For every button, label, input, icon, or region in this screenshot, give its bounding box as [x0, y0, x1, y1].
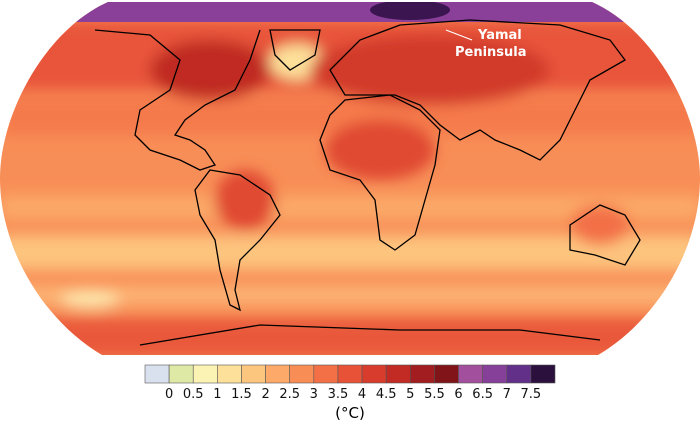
legend-unit: (°C) — [335, 404, 365, 422]
legend-swatch — [337, 364, 363, 384]
legend-tick-label: 0 — [165, 387, 173, 402]
legend-swatch — [192, 364, 218, 384]
coastlines — [94, 19, 641, 346]
legend-tick-label: 6.5 — [472, 387, 493, 402]
legend-tick-label: 1.5 — [231, 387, 252, 402]
legend-swatch — [434, 364, 459, 384]
legend-tick-label: 1 — [213, 387, 221, 402]
legend-tick-label: 2 — [261, 387, 269, 402]
legend-swatch — [458, 364, 483, 384]
legend-tick-label: 7.5 — [521, 387, 542, 402]
legend-swatch — [313, 364, 339, 384]
legend-tick-label: 3.5 — [328, 387, 349, 402]
legend-tick-label: 0.5 — [183, 387, 204, 402]
legend-tick-label: 7 — [503, 387, 511, 402]
legend-tick-label: 2.5 — [279, 387, 300, 402]
legend-swatch — [144, 364, 170, 384]
legend-swatch — [289, 364, 315, 384]
legend-swatch — [506, 364, 532, 384]
legend-swatch — [217, 364, 242, 384]
legend-tick-label: 3 — [310, 387, 318, 402]
legend-swatch — [409, 364, 435, 384]
legend-tick-label: 4.5 — [376, 387, 397, 402]
legend-swatch — [385, 364, 411, 384]
legend-swatch — [168, 364, 194, 384]
annotation-pointer — [445, 29, 473, 41]
map — [0, 2, 700, 355]
legend-tick-label: 5 — [406, 387, 414, 402]
legend-tick-label: 4 — [358, 387, 366, 402]
legend-swatch — [241, 364, 266, 384]
legend-tick-label: 5.5 — [424, 387, 445, 402]
legend-swatch — [530, 364, 556, 384]
legend-tick-label: 6 — [454, 387, 462, 402]
annotation-line: Yamal — [477, 28, 522, 43]
legend-swatch — [361, 364, 387, 384]
legend: 0 0.5 1 1.5 2 2.5 3 3.5 4 4.5 5 5.5 6 6.5 7 7.5 — [144, 364, 556, 402]
legend-swatch — [482, 364, 508, 384]
legend-swatch — [265, 364, 291, 384]
annotation-line: Peninsula — [455, 45, 527, 60]
